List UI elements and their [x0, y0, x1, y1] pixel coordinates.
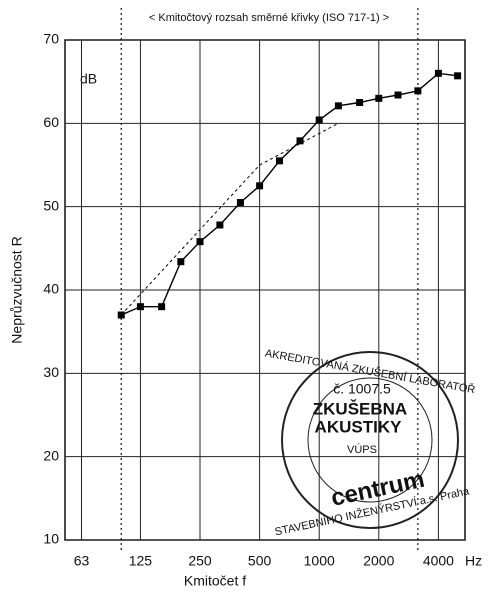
series-line	[120, 72, 458, 316]
stamp-ring	[281, 351, 459, 529]
x-tick-label: 2000	[363, 553, 394, 569]
data-point	[394, 91, 402, 99]
data-point	[296, 137, 304, 145]
x-tick-label: 4000	[423, 553, 454, 569]
y-unit: dB	[80, 71, 97, 87]
data-point	[216, 221, 224, 229]
y-tick-label: 10	[43, 531, 59, 547]
x-axis-label: Kmitočet f	[184, 573, 246, 589]
data-point	[334, 102, 342, 110]
data-point	[356, 99, 364, 106]
data-point	[256, 182, 264, 190]
y-tick-label: 50	[43, 197, 59, 213]
x-tick-label: 125	[129, 553, 153, 569]
data-point	[454, 72, 462, 80]
x-tick-label: 1000	[304, 553, 335, 569]
stamp-text: AKUSTIKY	[315, 417, 403, 436]
data-point	[136, 303, 144, 311]
data-point	[275, 157, 283, 165]
x-tick-label: 250	[188, 553, 212, 569]
data-point	[315, 116, 323, 124]
y-tick-label: 30	[43, 364, 59, 380]
stamp-inner-ring	[307, 377, 433, 503]
series-line	[120, 122, 339, 316]
stamp	[281, 351, 459, 529]
stamp-text: VÚPS	[347, 443, 377, 456]
y-tick-label: 40	[43, 281, 59, 297]
y-axis-label: Neprůzvučnost R	[9, 236, 25, 343]
data-point	[434, 69, 442, 77]
data-point	[158, 303, 166, 311]
x-tick-label: 63	[74, 553, 90, 569]
y-tick-label: 70	[43, 31, 59, 47]
data-point	[196, 238, 204, 246]
y-tick-label: 60	[43, 114, 59, 130]
y-tick-label: 20	[43, 447, 59, 463]
data-point	[177, 258, 185, 266]
x-unit: Hz	[465, 553, 482, 569]
stamp-text: č. 1007.5	[333, 381, 391, 397]
range-header: < Kmitočtový rozsah směrné křivky (ISO 7…	[149, 12, 389, 24]
data-point	[236, 199, 244, 206]
data-point	[414, 87, 422, 95]
x-tick-label: 500	[248, 553, 272, 569]
data-point	[375, 94, 383, 102]
stamp-text: ZKUŠEBNA	[313, 399, 407, 418]
